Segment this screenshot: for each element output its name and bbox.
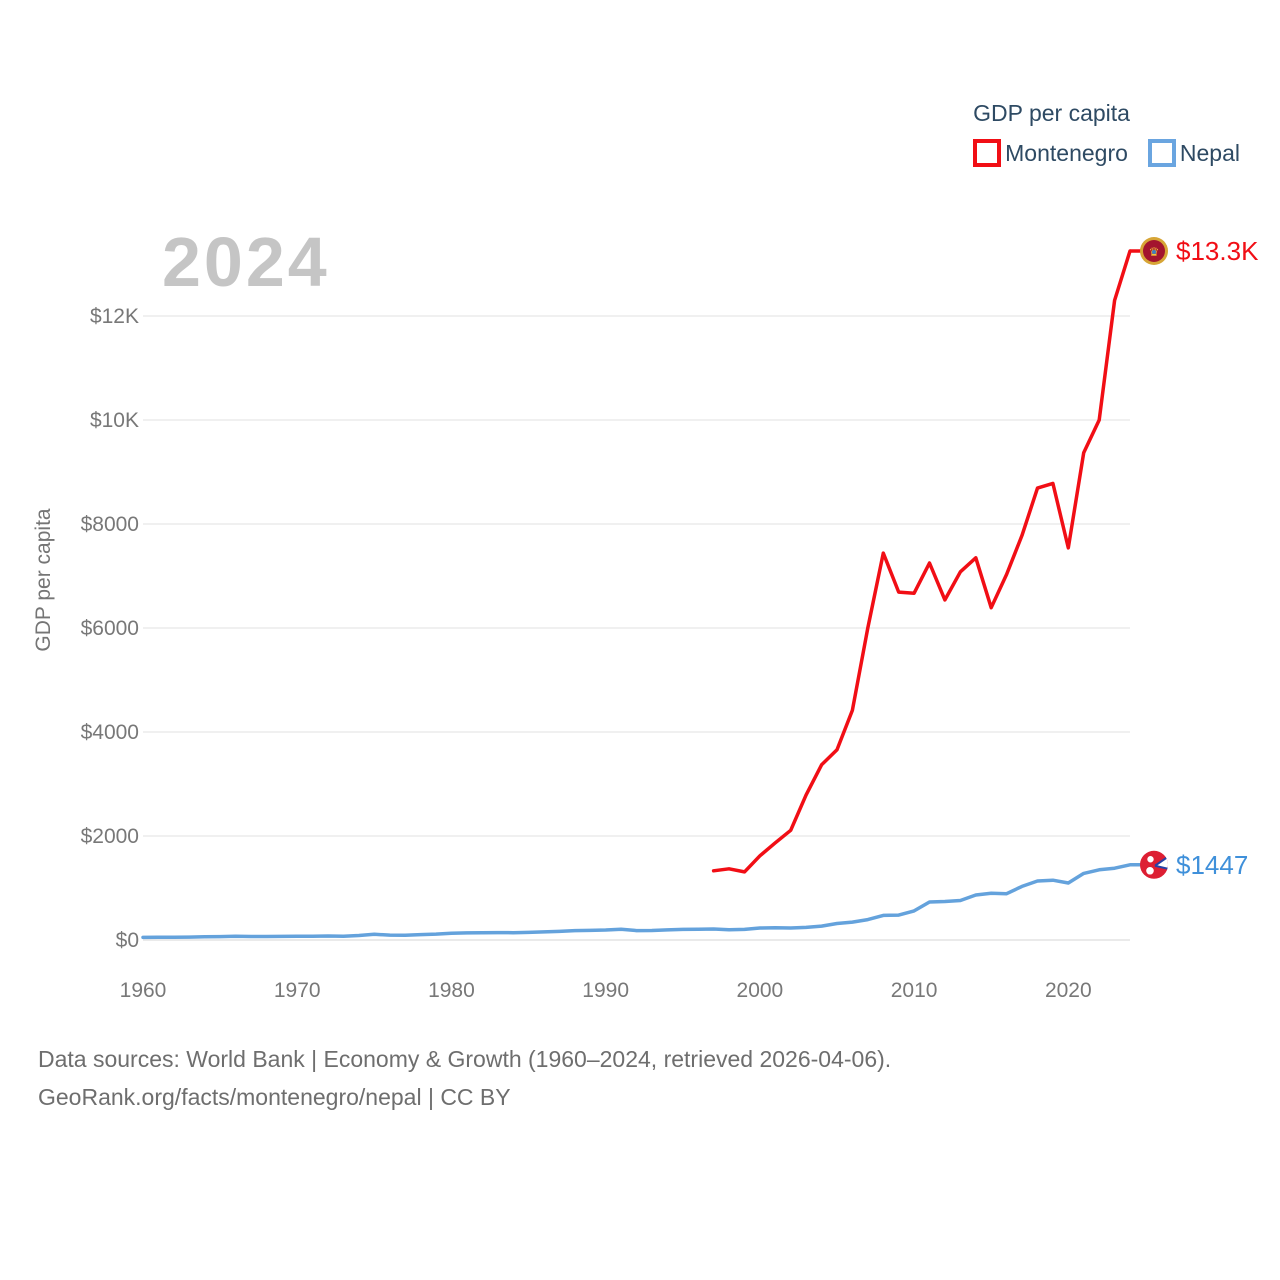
nepal-sun-icon bbox=[1146, 866, 1154, 875]
y-tick-label: $12K bbox=[90, 305, 139, 328]
nepal-flag-border bbox=[1154, 864, 1168, 870]
year-watermark: 2024 bbox=[162, 223, 330, 301]
legend-item-label: Montenegro bbox=[1005, 139, 1128, 166]
legend-item-nepal[interactable]: Nepal bbox=[1147, 139, 1240, 167]
y-tick-label: $0 bbox=[116, 929, 139, 952]
x-tick-label: 1980 bbox=[428, 979, 475, 1002]
x-tick-label: 2020 bbox=[1045, 979, 1092, 1002]
legend-items: Montenegro Nepal bbox=[973, 139, 1240, 167]
x-tick-label: 1970 bbox=[274, 979, 321, 1002]
footer: Data sources: World Bank | Economy & Gro… bbox=[38, 1040, 891, 1116]
footer-sources-line: Data sources: World Bank | Economy & Gro… bbox=[38, 1046, 892, 1072]
x-tick-label: 2010 bbox=[891, 979, 938, 1002]
x-tick-label: 1960 bbox=[120, 979, 167, 1002]
end-value-label-nepal: $1447 bbox=[1176, 850, 1248, 880]
y-tick-label: $10K bbox=[90, 409, 139, 432]
nepal-flag-border bbox=[1154, 855, 1168, 867]
legend-item-montenegro[interactable]: Montenegro bbox=[973, 139, 1128, 167]
legend-item-label: Nepal bbox=[1179, 139, 1240, 166]
nepal-swatch-icon bbox=[1147, 139, 1176, 167]
montenegro-shield-dot bbox=[1152, 250, 1156, 254]
y-tick-label: $8000 bbox=[81, 513, 139, 536]
y-tick-label: $4000 bbox=[81, 721, 139, 744]
legend: GDP per capita Montenegro Nepal bbox=[973, 100, 1240, 167]
nepal-moon-icon bbox=[1147, 856, 1154, 863]
montenegro-swatch-icon bbox=[973, 139, 1002, 167]
legend-title: GDP per capita bbox=[973, 100, 1130, 126]
series-line-montenegro[interactable] bbox=[711, 249, 1132, 874]
y-tick-label: $2000 bbox=[81, 825, 139, 848]
y-tick-label: $6000 bbox=[81, 617, 139, 640]
end-value-label-montenegro: $13.3K bbox=[1176, 236, 1259, 266]
footer-attribution-line: GeoRank.org/facts/montenegro/nepal | CC … bbox=[38, 1084, 511, 1110]
x-tick-label: 1990 bbox=[582, 979, 629, 1002]
series-line-nepal[interactable] bbox=[141, 863, 1132, 940]
x-tick-label: 2000 bbox=[737, 979, 784, 1002]
